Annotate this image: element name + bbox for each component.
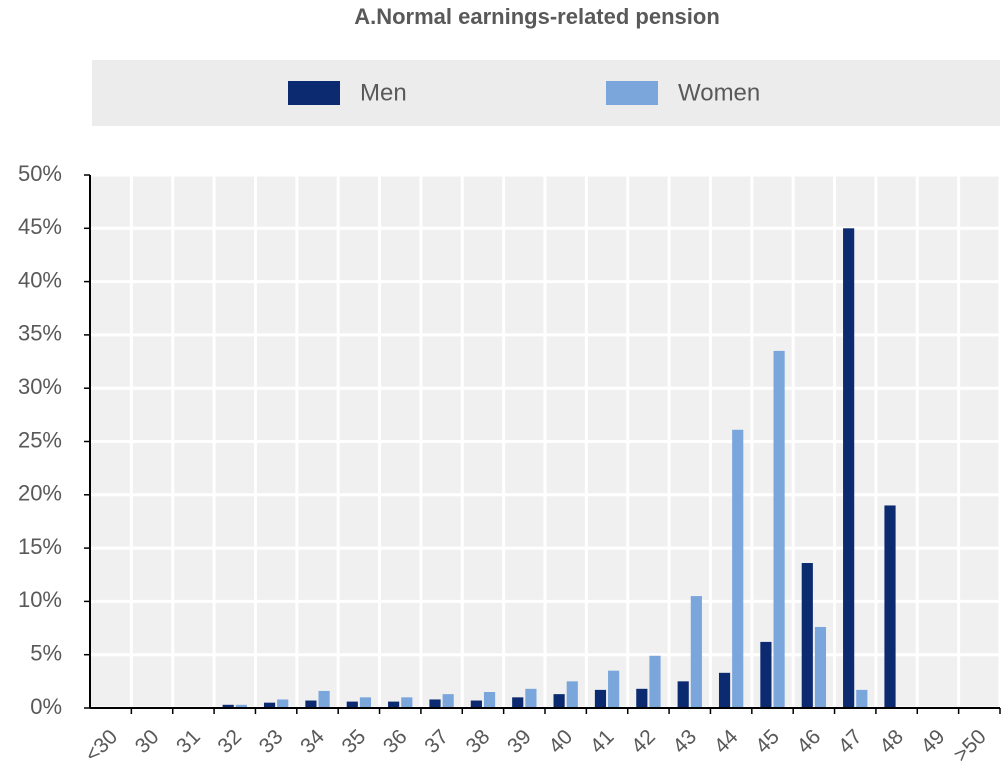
bar bbox=[429, 699, 441, 708]
x-tick-label: 39 bbox=[503, 725, 536, 758]
bar bbox=[235, 704, 247, 708]
bar bbox=[222, 704, 234, 708]
x-tick-label: 45 bbox=[751, 725, 784, 758]
x-tick-label: 35 bbox=[338, 725, 371, 758]
bar bbox=[718, 672, 731, 708]
x-tick-label: 47 bbox=[834, 725, 867, 758]
x-tick-label: 37 bbox=[420, 725, 453, 758]
bar bbox=[263, 702, 276, 708]
bar bbox=[843, 228, 855, 709]
x-tick-label: 46 bbox=[793, 725, 826, 758]
legend-box bbox=[92, 60, 1000, 126]
bar bbox=[760, 641, 772, 708]
bar bbox=[388, 701, 400, 708]
bar bbox=[690, 596, 702, 708]
x-tick-label: >50 bbox=[949, 725, 990, 761]
y-tick-label: 15% bbox=[18, 534, 62, 559]
x-tick-label: 33 bbox=[255, 725, 288, 758]
bar bbox=[732, 429, 744, 708]
y-tick-label: 45% bbox=[18, 214, 62, 239]
x-tick-label: 48 bbox=[875, 725, 908, 758]
x-tick-label: 40 bbox=[544, 725, 577, 758]
x-tick-label: 41 bbox=[586, 725, 619, 758]
bar bbox=[401, 697, 413, 708]
x-tick-label: 38 bbox=[462, 725, 495, 758]
y-tick-label: 10% bbox=[18, 587, 62, 612]
bar bbox=[677, 681, 689, 708]
bar bbox=[814, 626, 827, 708]
bar bbox=[636, 688, 648, 708]
legend-swatch bbox=[288, 81, 340, 105]
bar bbox=[512, 697, 524, 708]
bar bbox=[470, 700, 482, 708]
bar bbox=[608, 670, 620, 708]
bar bbox=[525, 688, 537, 708]
x-tick-label: 43 bbox=[668, 725, 701, 758]
chart-title: A.Normal earnings-related pension bbox=[354, 4, 720, 29]
bar bbox=[884, 505, 896, 708]
y-tick-label: 35% bbox=[18, 321, 62, 346]
x-tick-label: 34 bbox=[296, 725, 329, 758]
bar bbox=[442, 694, 454, 708]
bar bbox=[359, 697, 372, 708]
y-tick-label: 25% bbox=[18, 427, 62, 452]
y-tick-label: 20% bbox=[18, 481, 62, 506]
bar bbox=[346, 701, 358, 708]
x-tick-label: 32 bbox=[213, 725, 246, 758]
bar bbox=[594, 689, 607, 708]
bar bbox=[483, 692, 496, 708]
y-tick-label: 5% bbox=[30, 641, 62, 666]
bar bbox=[773, 350, 785, 708]
x-tick-label: <30 bbox=[81, 725, 122, 761]
x-tick-label: 42 bbox=[627, 725, 660, 758]
bar bbox=[856, 689, 868, 708]
x-tick-label: 30 bbox=[131, 725, 164, 758]
y-tick-label: 50% bbox=[18, 161, 62, 186]
x-tick-label: 49 bbox=[917, 725, 950, 758]
y-tick-label: 0% bbox=[30, 694, 62, 719]
y-tick-label: 40% bbox=[18, 267, 62, 292]
bar bbox=[318, 690, 330, 708]
x-tick-label: 31 bbox=[172, 725, 205, 758]
bar bbox=[305, 700, 317, 708]
bar bbox=[649, 655, 661, 708]
legend-swatch bbox=[606, 81, 658, 105]
bar bbox=[553, 694, 565, 708]
x-tick-label: 44 bbox=[710, 725, 743, 758]
y-tick-label: 30% bbox=[18, 374, 62, 399]
bar bbox=[801, 563, 813, 708]
bar bbox=[566, 681, 578, 708]
legend-label: Women bbox=[678, 79, 760, 106]
bar bbox=[277, 699, 289, 708]
legend-label: Men bbox=[360, 79, 407, 106]
x-tick-label: 36 bbox=[379, 725, 412, 758]
